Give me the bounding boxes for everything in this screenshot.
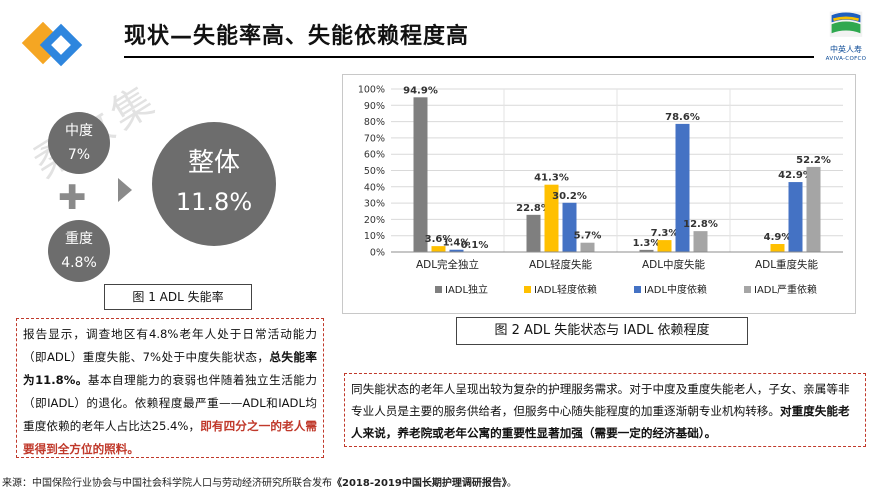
x-tick-label: ADL重度失能 [755,258,819,271]
value-label: 94.9% [403,85,438,96]
bar-1-3 [580,242,595,252]
overall-circle: 整体 11.8% [152,122,276,246]
y-tick-label: 60% [364,150,385,161]
brand-name-cn: 中英人寿 [830,45,862,54]
y-tick-label: 70% [364,133,385,144]
y-tick-label: 20% [364,215,385,226]
legend-entry: IADL严重依赖 [754,283,817,296]
bar-1-1 [544,184,559,252]
y-tick-label: 10% [364,231,385,242]
bar-2-1 [657,240,672,252]
value-label: 22.8% [516,203,551,214]
severe-circle: 重度 4.8% [48,220,110,282]
y-tick-label: 50% [364,166,385,177]
value-label: 52.2% [796,155,831,166]
bar-3-3 [806,166,821,252]
value-label: 41.3% [534,173,569,184]
report-highlight: 即有四分之一的老人需要得到全方位的照料。 [23,419,317,456]
source-suffix: 。 [506,478,517,489]
report-text-1: 报告显示，调查地区有4.8%老年人处于日常活动能力（即ADL）重度失能、7%处于… [23,327,317,364]
x-tick-label: ADL轻度失能 [529,258,593,271]
value-label: 1.4% [443,238,471,249]
overall-value: 11.8% [175,188,253,216]
legend-entry: IADL轻度依赖 [534,283,597,296]
x-tick-label: ADL中度失能 [642,258,706,271]
bar-0-0 [413,97,428,252]
value-label: 4.9% [764,232,792,243]
source-report: 《2018-2019中国长期护理调研报告》 [332,478,507,489]
x-tick-label: ADL完全独立 [416,258,479,271]
brand-logo-icon [829,11,863,37]
legend-swatch [524,286,531,293]
source-prefix: 来源：中国保险行业协会与中国社会科学院人口与劳动经济研究所联合发布 [2,478,332,489]
moderate-circle: 中度 7% [48,112,110,174]
bar-2-3 [693,231,708,252]
page-title: 现状—失能率高、失能依赖程度高 [124,24,470,49]
legend-swatch [435,286,442,293]
bar-2-2 [675,123,690,252]
value-label: 3.6% [425,234,453,245]
y-tick-label: 90% [364,101,385,112]
severe-label: 重度 [65,231,93,247]
moderate-value: 7% [67,147,91,163]
value-label: 78.6% [665,112,700,123]
summary-bold: 对重度失能老人来说，养老院或老年公寓的重要性显著加强（需要一定的经济基础）。 [351,404,850,440]
value-label: 30.2% [552,191,587,202]
y-tick-label: 30% [364,199,385,210]
figure2-caption: 图 2 ADL 失能状态与 IADL 依赖程度 [456,317,748,345]
legend-swatch [634,286,641,293]
logo-diamonds-icon [21,22,83,67]
summary-box: 同失能状态的老年人呈现出较为复杂的护理服务需求。对于中度及重度失能老人，子女、亲… [344,373,866,447]
summary-text: 同失能状态的老年人呈现出较为复杂的护理服务需求。对于中度及重度失能老人，子女、亲… [351,382,850,418]
bar-1-0 [526,214,541,252]
value-label: 7.3% [651,228,679,239]
plus-icon: ✚ [58,178,87,218]
adl-iadl-chart: 0% 10% 20% 30% 40% 50% 60% 70% 80% 90% 100% 94.9% 3.… [342,74,856,314]
brand-name-en: AVIVA-COFCO [825,56,867,62]
bar-1-2 [562,202,577,252]
bar-3-1 [770,244,785,252]
y-tick-label: 80% [364,117,385,128]
bar-3-2 [788,182,803,252]
value-label: 5.7% [574,231,602,242]
figure1-caption: 图 1 ADL 失能率 [104,284,252,310]
legend-entry: IADL独立 [445,283,488,296]
source-note: 来源：中国保险行业协会与中国社会科学院人口与劳动经济研究所联合发布《2018-2… [2,474,517,489]
moderate-label: 中度 [65,123,93,139]
report-text-2: 基本自理能力的衰弱也伴随着独立生活能力（即IADL）的退化。依赖程度最严重——A… [23,373,317,433]
value-label: 1.3% [633,238,661,249]
y-tick-label: 0% [370,248,385,259]
arrow-right-icon [118,178,132,202]
bar-0-1 [431,246,446,252]
title-underline [124,56,814,58]
chart-svg: 0% 10% 20% 30% 40% 50% 60% 70% 80% 90% 100% 94.9% 3.… [358,85,843,296]
legend-entry: IADL中度依赖 [644,283,707,296]
report-box: 报告显示，调查地区有4.8%老年人处于日常活动能力（即ADL）重度失能、7%处于… [16,318,324,458]
value-label: 12.8% [683,219,718,230]
bar-0-2 [449,249,464,252]
overall-label: 整体 [187,148,240,178]
value-label: 0.1% [461,240,489,251]
legend-swatch [744,286,751,293]
value-label: 42.9% [778,170,813,181]
report-bold: 总失能率为11.8%。 [23,350,317,387]
y-tick-label: 40% [364,182,385,193]
severe-value: 4.8% [61,255,97,271]
y-tick-label: 100% [358,85,385,96]
bar-2-0 [639,249,654,252]
